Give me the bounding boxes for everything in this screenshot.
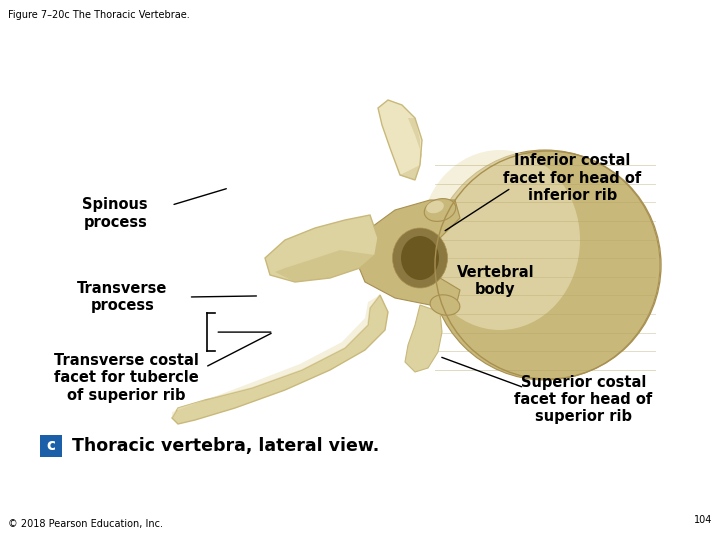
Polygon shape: [405, 305, 442, 372]
Polygon shape: [172, 295, 388, 424]
Polygon shape: [275, 250, 375, 282]
Ellipse shape: [424, 199, 456, 221]
Ellipse shape: [401, 236, 439, 280]
Polygon shape: [355, 200, 460, 310]
Text: Spinous
process: Spinous process: [82, 197, 148, 230]
Text: 104: 104: [693, 515, 712, 525]
Polygon shape: [400, 118, 422, 180]
Text: Superior costal
facet for head of
superior rib: Superior costal facet for head of superi…: [514, 375, 652, 424]
Ellipse shape: [420, 150, 580, 330]
Ellipse shape: [426, 201, 444, 213]
Text: Thoracic vertebra, lateral view.: Thoracic vertebra, lateral view.: [72, 437, 379, 455]
Text: Transverse costal
facet for tubercle
of superior rib: Transverse costal facet for tubercle of …: [53, 353, 199, 403]
Polygon shape: [172, 295, 380, 418]
Text: Figure 7–20c The Thoracic Vertebrae.: Figure 7–20c The Thoracic Vertebrae.: [8, 10, 190, 20]
Text: © 2018 Pearson Education, Inc.: © 2018 Pearson Education, Inc.: [8, 519, 163, 529]
FancyBboxPatch shape: [40, 435, 62, 457]
Polygon shape: [265, 215, 378, 282]
Polygon shape: [378, 100, 422, 180]
Text: Inferior costal
facet for head of
inferior rib: Inferior costal facet for head of inferi…: [503, 153, 642, 203]
Text: Transverse
process: Transverse process: [77, 281, 168, 313]
Text: Vertebral
body: Vertebral body: [456, 265, 534, 297]
Ellipse shape: [430, 150, 660, 380]
Text: c: c: [47, 438, 55, 454]
Ellipse shape: [392, 228, 448, 288]
Ellipse shape: [430, 295, 460, 315]
